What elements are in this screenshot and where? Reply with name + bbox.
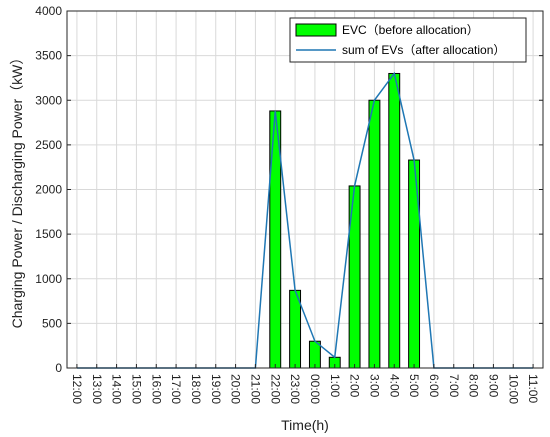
x-tick-label: 7:00 bbox=[447, 374, 461, 398]
x-tick-label: 14:00 bbox=[110, 374, 124, 404]
x-axis: 12:00 13:00 14:00 15:00 16:00 17:00 18:00 19:00… bbox=[70, 364, 540, 404]
y-tick-label: 500 bbox=[42, 316, 62, 330]
legend-label: sum of EVs（after allocation） bbox=[342, 43, 505, 57]
x-tick-label: 21:00 bbox=[248, 374, 262, 404]
y-tick-label: 1500 bbox=[35, 227, 62, 241]
legend: EVC（before allocation） sum of EVs（after … bbox=[289, 17, 527, 63]
x-tick-label: 5:00 bbox=[407, 374, 421, 398]
x-tick-label: 23:00 bbox=[288, 374, 302, 404]
x-tick-label: 8:00 bbox=[467, 374, 481, 398]
y-axis: 0 500 1000 1500 2000 2500 3000 3500 4000 bbox=[35, 4, 543, 375]
y-tick-label: 3000 bbox=[35, 93, 62, 107]
x-tick-label: 2:00 bbox=[348, 374, 362, 398]
legend-swatch-bar bbox=[295, 23, 337, 37]
x-tick-label: 16:00 bbox=[149, 374, 163, 404]
y-tick-label: 3500 bbox=[35, 49, 62, 63]
bar bbox=[368, 99, 381, 369]
x-tick-label: 15:00 bbox=[129, 374, 143, 404]
x-tick-label: 4:00 bbox=[387, 374, 401, 398]
x-tick-label: 9:00 bbox=[486, 374, 500, 398]
y-tick-label: 2500 bbox=[35, 138, 62, 152]
y-tick-label: 2000 bbox=[35, 183, 62, 197]
x-tick-label: 17:00 bbox=[169, 374, 183, 404]
legend-label: EVC（before allocation） bbox=[342, 23, 479, 37]
y-tick-label: 1000 bbox=[35, 272, 62, 286]
x-tick-label: 1:00 bbox=[328, 374, 342, 398]
x-tick-label: 6:00 bbox=[427, 374, 441, 398]
x-tick-label: 19:00 bbox=[209, 374, 223, 404]
y-axis-title: Charging Power / Discharging Power（kW） bbox=[9, 51, 25, 329]
bar bbox=[408, 159, 421, 369]
x-tick-label: 12:00 bbox=[70, 374, 84, 404]
x-tick-label: 00:00 bbox=[308, 374, 322, 404]
x-tick-label: 3:00 bbox=[367, 374, 381, 398]
y-tick-label: 0 bbox=[55, 361, 62, 375]
bar bbox=[388, 72, 401, 369]
x-tick-label: 13:00 bbox=[90, 374, 104, 404]
x-tick-label: 10:00 bbox=[506, 374, 520, 404]
x-axis-title: Time(h) bbox=[281, 417, 329, 433]
x-tick-label: 11:00 bbox=[526, 374, 540, 403]
x-tick-label: 18:00 bbox=[189, 374, 203, 404]
x-tick-label: 20:00 bbox=[229, 374, 243, 404]
y-tick-label: 4000 bbox=[35, 4, 62, 18]
x-tick-label: 22:00 bbox=[268, 374, 282, 404]
